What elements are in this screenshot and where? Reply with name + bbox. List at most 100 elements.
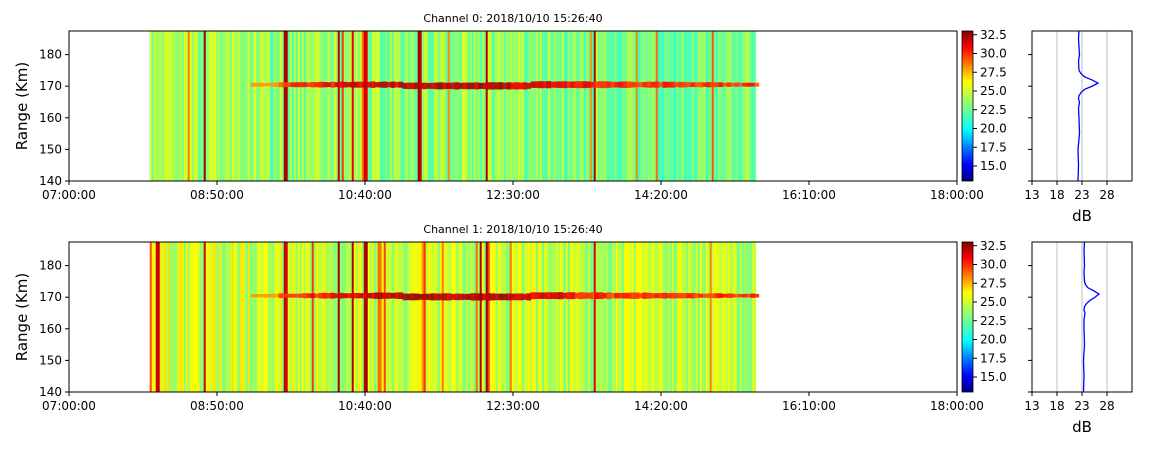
heatmap-column-1-122	[393, 242, 397, 392]
heatmap-column-0-267	[683, 31, 687, 181]
layer-segment-1-16	[314, 293, 320, 298]
heatmap-column-1-223	[595, 242, 599, 392]
heatmap-column-0-162	[473, 31, 477, 181]
layer-segment-1-2	[258, 294, 264, 298]
layer-segment-1-74	[546, 292, 552, 300]
layer-segment-0-61	[494, 82, 500, 90]
svg-text:32.5: 32.5	[980, 239, 1007, 253]
heatmap-column-1-294	[737, 242, 741, 392]
heatmap-column-0-243	[635, 31, 639, 181]
x-tick-1-4: 14:20:00	[634, 392, 688, 413]
heatmap-column-1-162	[473, 242, 477, 392]
heatmap-column-1-6	[161, 242, 165, 392]
heatmap-column-1-87	[323, 242, 327, 392]
heatmap-column-1-283	[715, 242, 719, 392]
colorbar-tick-1-32: 32.5	[973, 239, 1007, 253]
heatmap-column-1-296	[741, 242, 745, 392]
heatmap-column-1-261	[671, 242, 675, 392]
heatmap-column-1-34	[217, 242, 221, 392]
heatmap-column-0-187	[523, 31, 527, 181]
layer-segment-1-10	[290, 293, 296, 298]
heatmap-column-0-109	[367, 31, 371, 181]
heatmap-column-1-114	[377, 242, 381, 392]
layer-segment-0-28	[362, 82, 368, 88]
heatmap-column-1-84	[317, 242, 321, 392]
layer-segment-1-20	[330, 292, 336, 299]
heatmap-column-0-47	[243, 31, 247, 181]
heatmap-column-0-12	[173, 31, 177, 181]
heatmap-column-0-39	[227, 31, 231, 181]
layer-segment-1-44	[426, 293, 432, 301]
heatmap-column-1-126	[401, 242, 405, 392]
colorbar-tick-1-15: 15.0	[973, 370, 1007, 384]
heatmap-column-1-79	[307, 242, 311, 392]
heatmap-column-1-268	[685, 242, 689, 392]
layer-segment-1-63	[502, 293, 508, 301]
y-tick-0-180: 180	[39, 48, 69, 62]
heatmap-column-0-17	[183, 31, 187, 181]
heatmap-column-1-228	[605, 242, 609, 392]
heatmap-column-0-165	[479, 31, 483, 181]
layer-segment-1-123	[742, 293, 748, 298]
layer-segment-1-125	[750, 293, 756, 298]
heatmap-column-0-201	[551, 31, 555, 181]
layer-segment-0-14	[306, 82, 312, 87]
layer-segment-1-29	[366, 293, 372, 299]
layer-segment-0-77	[558, 81, 564, 88]
svg-text:18:00:00: 18:00:00	[930, 399, 984, 413]
layer-segment-1-83	[582, 292, 588, 299]
heatmap-column-1-255	[659, 242, 663, 392]
svg-text:18:00:00: 18:00:00	[930, 188, 984, 202]
heatmap-column-1-178	[505, 242, 509, 392]
heatmap-column-1-74	[297, 242, 301, 392]
svg-text:160: 160	[39, 322, 62, 336]
heatmap-column-0-171	[491, 31, 495, 181]
heatmap-column-1-43	[235, 242, 239, 392]
heatmap-column-0-1	[151, 31, 155, 181]
heatmap-column-1-234	[617, 242, 621, 392]
layer-segment-0-38	[402, 82, 408, 89]
heatmap-column-1-134	[417, 242, 421, 392]
heatmap-column-0-227	[603, 31, 607, 181]
heatmap-column-1-297	[743, 242, 747, 392]
profile-x-tick-0-28: 28	[1099, 181, 1115, 202]
layer-segment-0-43	[422, 82, 428, 90]
heatmap-column-1-206	[561, 242, 565, 392]
heatmap-column-1-8	[165, 242, 169, 392]
heatmap-column-1-177	[503, 242, 507, 392]
heatmap-column-0-214	[577, 31, 581, 181]
heatmap-column-1-76	[301, 242, 305, 392]
heatmap-column-0-174	[497, 31, 501, 181]
heatmap-column-0-120	[389, 31, 393, 181]
heatmap-column-0-241	[631, 31, 635, 181]
heatmap-column-0-51	[251, 31, 255, 181]
svg-text:17.5: 17.5	[980, 351, 1007, 365]
heatmap-column-0-215	[579, 31, 583, 181]
heatmap-column-0-210	[569, 31, 573, 181]
svg-text:08:50:00: 08:50:00	[190, 188, 244, 202]
svg-text:160: 160	[39, 111, 62, 125]
x-tick-0-1: 08:50:00	[190, 181, 244, 202]
x-tick-0-3: 12:30:00	[486, 181, 540, 202]
heatmap-column-1-236	[621, 242, 625, 392]
heatmap-column-1-138	[425, 242, 429, 392]
heatmap-column-1-260	[669, 242, 673, 392]
layer-segment-0-51	[454, 82, 460, 90]
heatmap-column-0-123	[395, 31, 399, 181]
layer-segment-1-49	[446, 293, 452, 301]
heatmap-column-0-276	[701, 31, 705, 181]
heatmap-column-0-298	[745, 31, 749, 181]
layer-segment-1-117	[718, 293, 724, 298]
layer-segment-0-91	[614, 81, 620, 88]
heatmap-column-0-16	[181, 31, 185, 181]
heatmap-column-1-38	[225, 242, 229, 392]
heatmap-column-1-48	[245, 242, 249, 392]
heatmap-column-0-146	[441, 31, 445, 181]
heatmap-column-1-58	[265, 242, 269, 392]
heatmap-column-0-45	[239, 31, 243, 181]
heatmap-column-0-34	[217, 31, 221, 181]
heatmap-column-0-230	[609, 31, 613, 181]
heatmap-column-0-113	[375, 31, 379, 181]
heatmap-column-0-178	[505, 31, 509, 181]
heatmap-column-0-247	[643, 31, 647, 181]
